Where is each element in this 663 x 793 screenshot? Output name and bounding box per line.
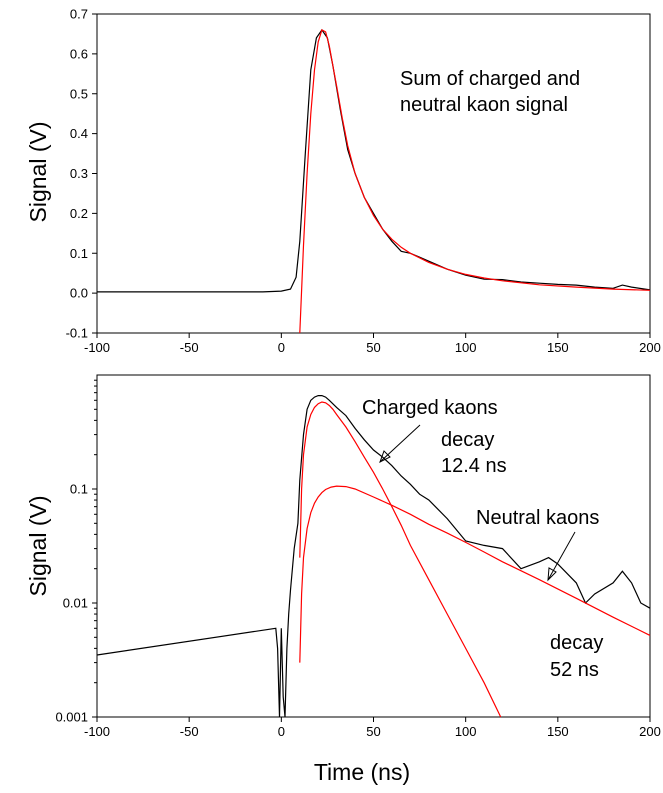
charged-arrow-shaft — [379, 424, 421, 463]
top-plot-marks — [97, 28, 651, 334]
neutral-kaons-label: Neutral kaons — [476, 507, 599, 529]
bottom-x-tick-label-1: -50 — [180, 724, 199, 739]
bottom-y-tick-label-1: 0.01 — [63, 596, 88, 611]
bottom-panel: -100 -50 0 50 100 150 200 0.001 0.01 0.1 Signal (… — [25, 374, 661, 785]
top-y-tick-label-3: 0.2 — [70, 206, 88, 221]
neutral-arrow-shaft — [547, 531, 576, 581]
top-annotation-line2: neutral kaon signal — [400, 94, 568, 116]
bottom-series-line-2 — [299, 485, 651, 663]
bottom-series-line-0 — [96, 395, 651, 718]
bottom-series-line-1 — [299, 401, 502, 718]
bottom-x-tick-label-6: 200 — [639, 724, 661, 739]
top-y-tick-label-8: 0.7 — [70, 7, 88, 22]
top-y-tick-label-1: 0.0 — [70, 286, 88, 301]
bottom-axis-ticks: -100 -50 0 50 100 150 200 0.001 0.01 0.1 — [55, 379, 661, 739]
bottom-x-tick-label-4: 100 — [455, 724, 477, 739]
bottom-y-axis-title: Signal (V) — [25, 496, 51, 597]
top-x-tick-label-2: 0 — [278, 340, 285, 355]
top-x-tick-label-0: -100 — [84, 340, 110, 355]
charged-decay-time: 12.4 ns — [441, 455, 507, 477]
bottom-x-axis-title: Time (ns) — [314, 759, 410, 785]
top-y-axis-title: Signal (V) — [25, 122, 51, 223]
top-y-tick-label-4: 0.3 — [70, 166, 88, 181]
bottom-x-tick-label-3: 50 — [366, 724, 380, 739]
top-y-tick-label-0: -0.1 — [66, 326, 88, 341]
top-x-tick-label-5: 150 — [547, 340, 569, 355]
top-y-tick-label-6: 0.5 — [70, 86, 88, 101]
bottom-y-tick-label-2: 0.1 — [70, 482, 88, 497]
top-x-tick-label-1: -50 — [180, 340, 199, 355]
bottom-x-tick-label-0: -100 — [84, 724, 110, 739]
charged-kaons-label: Charged kaons — [362, 397, 498, 419]
top-x-tick-label-6: 200 — [639, 340, 661, 355]
top-series-line-1 — [299, 29, 651, 334]
top-axis-ticks: -100 -50 0 50 100 150 200 -0.1 0.0 0.1 0.2 0.3 0.4 0.… — [66, 7, 661, 356]
neutral-decay-label: decay — [550, 632, 603, 654]
charged-decay-label: decay — [441, 429, 494, 451]
top-x-tick-label-4: 100 — [455, 340, 477, 355]
top-y-tick-label-2: 0.1 — [70, 246, 88, 261]
neutral-arrow-head — [547, 567, 557, 582]
bottom-x-tick-label-5: 150 — [547, 724, 569, 739]
top-y-tick-label-7: 0.6 — [70, 46, 88, 61]
top-y-tick-label-5: 0.4 — [70, 126, 88, 141]
top-annotation-line1: Sum of charged and — [400, 68, 580, 90]
bottom-y-tick-label-0: 0.001 — [55, 710, 88, 725]
bottom-plot-marks — [96, 395, 651, 718]
bottom-x-tick-label-2: 0 — [278, 724, 285, 739]
charged-arrow-head — [379, 450, 391, 464]
neutral-decay-time: 52 ns — [550, 659, 599, 681]
top-x-tick-label-3: 50 — [366, 340, 380, 355]
top-panel: -100 -50 0 50 100 150 200 -0.1 0.0 0.1 0.2 0.3 0.4 0.… — [25, 7, 661, 356]
